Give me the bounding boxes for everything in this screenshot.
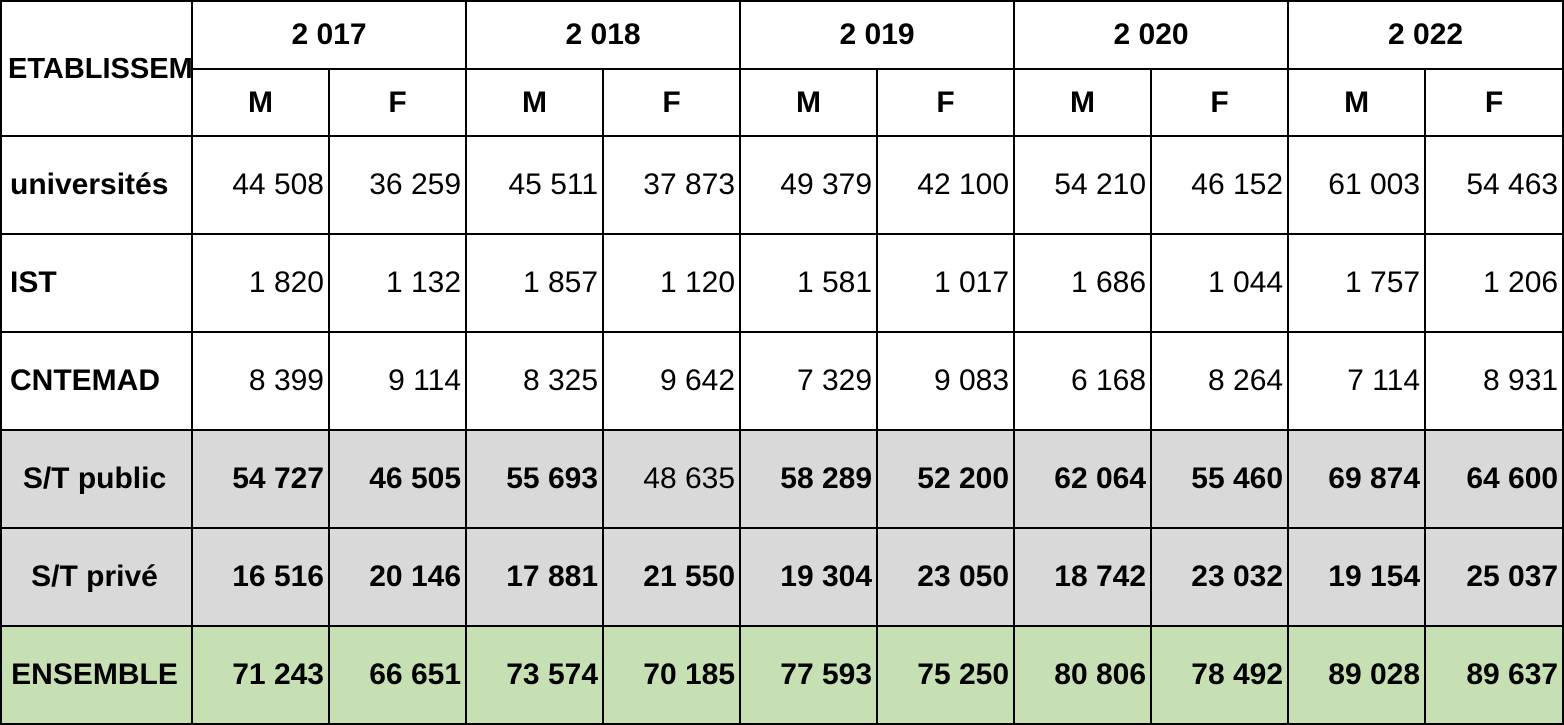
sex-header-m: M — [191, 68, 330, 137]
table-cell: 20 146 — [327, 527, 468, 627]
table-cell: 9 642 — [602, 331, 742, 431]
row-label: universités — [0, 135, 193, 235]
table-cell: 1 120 — [602, 233, 742, 333]
table-cell: 1 686 — [1013, 233, 1153, 333]
table-cell: 16 516 — [191, 527, 330, 627]
table-cell: 45 511 — [465, 135, 605, 235]
table-cell: 8 325 — [465, 331, 605, 431]
table-cell: 55 693 — [465, 429, 605, 529]
row-label: ENSEMBLE — [0, 625, 193, 725]
table-cell: 1 044 — [1150, 233, 1290, 333]
table-cell: 19 304 — [739, 527, 879, 627]
table-cell: 61 003 — [1287, 135, 1427, 235]
table-cell: 1 132 — [327, 233, 468, 333]
table-cell: 58 289 — [739, 429, 879, 529]
table-cell: 54 727 — [191, 429, 330, 529]
table-cell: 25 037 — [1424, 527, 1564, 627]
table-cell: 17 881 — [465, 527, 605, 627]
table-cell: 46 152 — [1150, 135, 1290, 235]
table-cell: 52 200 — [876, 429, 1016, 529]
table-cell: 77 593 — [739, 625, 879, 725]
table-cell: 8 264 — [1150, 331, 1290, 431]
table-cell: 19 154 — [1287, 527, 1427, 627]
row-label: CNTEMAD — [0, 331, 193, 431]
subtotal-row: S/T public 54 727 46 505 55 693 48 635 5… — [0, 429, 1564, 529]
sex-header-m: M — [1287, 68, 1427, 137]
table-cell: 1 820 — [191, 233, 330, 333]
table-cell: 1 757 — [1287, 233, 1427, 333]
sex-header-f: F — [1150, 68, 1290, 137]
total-row: ENSEMBLE 71 243 66 651 73 574 70 185 77 … — [0, 625, 1564, 725]
table-cell: 55 460 — [1150, 429, 1290, 529]
row-label: S/T privé — [0, 527, 193, 627]
table-cell: 37 873 — [602, 135, 742, 235]
table-cell: 6 168 — [1013, 331, 1153, 431]
sex-header-row: M F M F M F M F M F — [1, 68, 1564, 137]
table-cell: 89 028 — [1287, 625, 1427, 725]
table-cell: 8 399 — [191, 331, 330, 431]
table-cell: 73 574 — [465, 625, 605, 725]
sex-header-f: F — [1424, 68, 1564, 137]
table-cell: 70 185 — [602, 625, 742, 725]
subtotal-row: S/T privé 16 516 20 146 17 881 21 550 19… — [0, 527, 1564, 627]
year-header-2018: 2 018 — [465, 0, 742, 70]
table-cell: 75 250 — [876, 625, 1016, 725]
table-cell: 89 637 — [1424, 625, 1564, 725]
table-cell: 9 114 — [327, 331, 468, 431]
sex-header-f: F — [327, 68, 468, 137]
sex-header-f: F — [602, 68, 742, 137]
table-cell: 64 600 — [1424, 429, 1564, 529]
table-cell: 66 651 — [327, 625, 468, 725]
table-cell: 71 243 — [191, 625, 330, 725]
table-row: universités 44 508 36 259 45 511 37 873 … — [0, 135, 1564, 235]
table-cell: 42 100 — [876, 135, 1016, 235]
table-cell: 1 017 — [876, 233, 1016, 333]
row-label: IST — [0, 233, 193, 333]
sex-header-f: F — [876, 68, 1016, 137]
table-cell: 9 083 — [876, 331, 1016, 431]
table-cell: 18 742 — [1013, 527, 1153, 627]
table-cell: 8 931 — [1424, 331, 1564, 431]
table-cell: 49 379 — [739, 135, 879, 235]
table-cell: 54 463 — [1424, 135, 1564, 235]
sex-header-m: M — [465, 68, 605, 137]
sex-header-m: M — [739, 68, 879, 137]
year-header-2017: 2 017 — [190, 0, 468, 70]
table-cell: 7 329 — [739, 331, 879, 431]
table-cell: 80 806 — [1013, 625, 1153, 725]
year-header-2020: 2 020 — [1013, 0, 1290, 70]
table-cell: 78 492 — [1150, 625, 1290, 725]
table-cell: 44 508 — [191, 135, 330, 235]
table-cell: 1 581 — [739, 233, 879, 333]
table-cell: 23 050 — [876, 527, 1016, 627]
year-header-row: ETABLISSEMENT 2 017 2 018 2 019 2 020 2 … — [0, 0, 1564, 137]
table-cell: 48 635 — [602, 429, 742, 529]
establishment-header: ETABLISSEMENT — [0, 0, 193, 137]
year-header-2022: 2 022 — [1287, 0, 1564, 70]
table-cell: 7 114 — [1287, 331, 1427, 431]
year-header-2019: 2 019 — [739, 0, 1016, 70]
table-cell: 62 064 — [1013, 429, 1153, 529]
table-row: CNTEMAD 8 399 9 114 8 325 9 642 7 329 9 … — [0, 331, 1564, 431]
table-cell: 21 550 — [602, 527, 742, 627]
table-row: IST 1 820 1 132 1 857 1 120 1 581 1 017 … — [0, 233, 1564, 333]
table-cell: 46 505 — [327, 429, 468, 529]
table-cell: 54 210 — [1013, 135, 1153, 235]
table-cell: 69 874 — [1287, 429, 1427, 529]
table-cell: 23 032 — [1150, 527, 1290, 627]
table-cell: 36 259 — [327, 135, 468, 235]
table-cell: 1 206 — [1424, 233, 1564, 333]
table-cell: 1 857 — [465, 233, 605, 333]
sex-header-m: M — [1013, 68, 1153, 137]
row-label: S/T public — [0, 429, 193, 529]
